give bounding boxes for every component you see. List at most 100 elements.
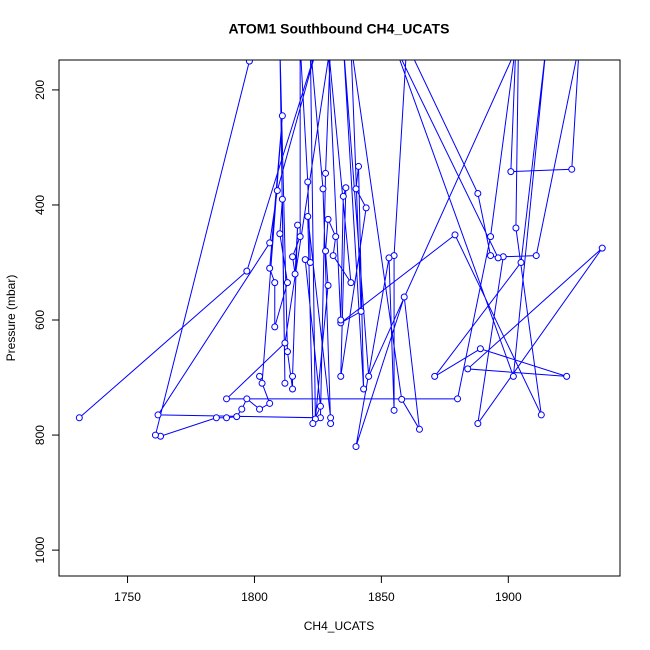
data-point (258, 379, 266, 387)
data-point (537, 411, 545, 419)
data-point (324, 215, 332, 223)
y-tick-label: 400 (33, 195, 47, 215)
data-line (78, 60, 603, 447)
data-point (291, 270, 299, 278)
data-point (324, 281, 332, 289)
data-point (223, 395, 231, 403)
data-point (306, 258, 314, 266)
data-point (154, 411, 162, 419)
data-point (304, 212, 312, 220)
data-point (509, 372, 517, 380)
data-point (532, 252, 540, 260)
data-point (278, 195, 286, 203)
data-point (223, 414, 231, 422)
data-point (276, 230, 284, 238)
data-point (304, 178, 312, 186)
y-tick-label: 1000 (33, 536, 47, 563)
data-point (316, 402, 324, 410)
data-point (245, 60, 253, 65)
data-point (294, 221, 302, 229)
data-point (266, 399, 274, 407)
data-point (283, 348, 291, 356)
data-point (309, 420, 317, 428)
data-point (507, 168, 515, 176)
data-point (281, 339, 289, 347)
data-point (454, 395, 462, 403)
data-point (256, 372, 264, 380)
data-point (357, 307, 365, 315)
data-point (400, 293, 408, 301)
data-point (271, 279, 279, 287)
data-point (342, 184, 350, 192)
data-point (390, 406, 398, 414)
data-point (474, 420, 482, 428)
data-point (319, 185, 327, 193)
data-point (431, 372, 439, 380)
data-point (476, 345, 484, 353)
data-point (327, 414, 335, 422)
data-point (512, 224, 520, 232)
plot-frame (58, 59, 621, 577)
x-tick-label: 1900 (495, 590, 522, 604)
data-point (271, 323, 279, 331)
data-point (355, 162, 363, 170)
data-point (296, 233, 304, 241)
data-point (151, 431, 159, 439)
data-point (474, 189, 482, 197)
data-point (289, 253, 297, 261)
data-point (464, 365, 472, 373)
chart-title: ATOM1 Southbound CH4_UCATS (229, 21, 450, 37)
x-tick-label: 1850 (368, 590, 395, 604)
data-point (289, 385, 297, 393)
data-point (329, 252, 337, 260)
data-point (487, 252, 495, 260)
y-tick-label: 200 (33, 80, 47, 100)
x-tick-label: 1800 (241, 590, 268, 604)
data-point (256, 405, 264, 413)
data-point (360, 385, 368, 393)
data-point (451, 231, 459, 239)
data-point (563, 372, 571, 380)
data-point (301, 256, 309, 264)
data-point (278, 112, 286, 120)
data-point (75, 414, 83, 422)
data-point (352, 185, 360, 193)
data-point (487, 233, 495, 241)
x-tick-label: 1750 (114, 590, 141, 604)
data-point (494, 254, 502, 262)
data-point (322, 169, 330, 177)
data-point (243, 395, 251, 403)
data-point (266, 264, 274, 272)
data-point (352, 443, 360, 451)
data-point (398, 395, 406, 403)
data-point (289, 372, 297, 380)
data-point (337, 316, 345, 324)
data-point (337, 372, 345, 380)
data-point (347, 279, 355, 287)
data-point (212, 414, 220, 422)
y-tick-label: 800 (33, 425, 47, 445)
data-point (233, 413, 241, 421)
data-point (327, 420, 335, 428)
data-point (332, 233, 340, 241)
data-point (243, 267, 251, 275)
data-point (385, 254, 393, 262)
data-point (339, 192, 347, 200)
data-point (273, 187, 281, 195)
data-point (283, 279, 291, 287)
data-point (266, 239, 274, 247)
y-tick-label: 600 (33, 310, 47, 330)
data-point (322, 247, 330, 255)
data-point (517, 258, 525, 266)
plot-area (75, 60, 606, 451)
x-axis-label: CH4_UCATS (304, 619, 374, 633)
data-point (568, 165, 576, 173)
data-point (598, 244, 606, 252)
data-point (365, 372, 373, 380)
data-point (281, 379, 289, 387)
data-point (362, 204, 370, 212)
data-point (238, 405, 246, 413)
data-point (415, 425, 423, 433)
